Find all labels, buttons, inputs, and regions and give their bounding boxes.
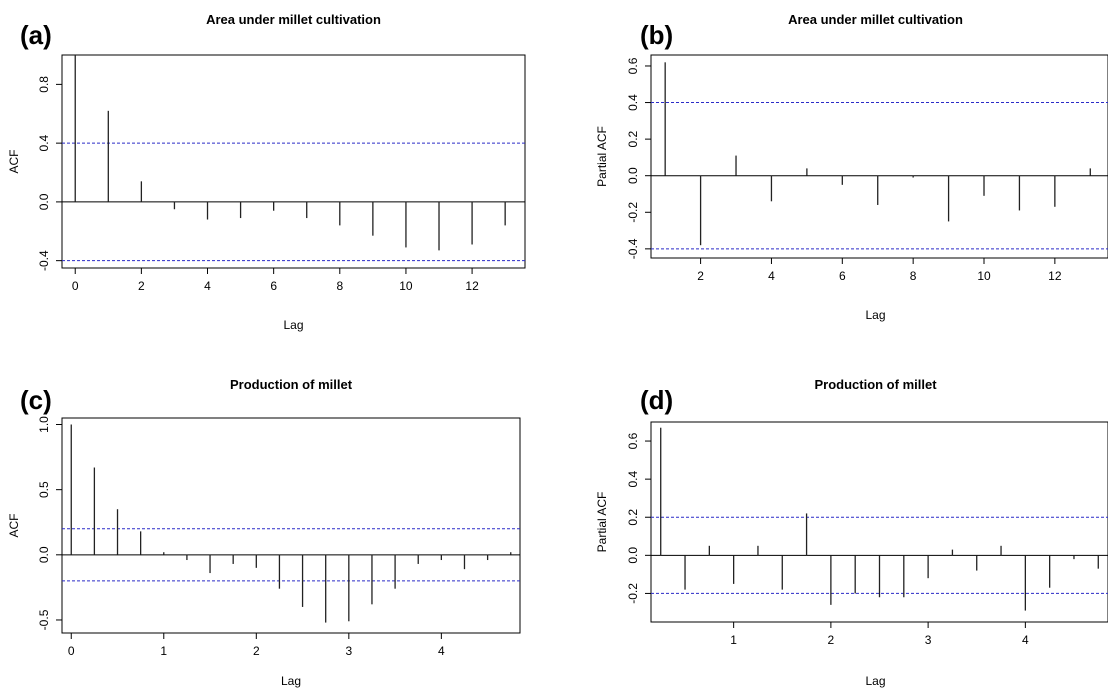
x-tick-label-b-4: 10 bbox=[977, 269, 991, 283]
y-axis-label-c: ACF bbox=[7, 514, 21, 538]
y-tick-label-a-2: 0.4 bbox=[37, 134, 51, 151]
y-axis-label-b: Partial ACF bbox=[595, 126, 609, 187]
y-tick-label-c-0: -0.5 bbox=[37, 609, 51, 630]
x-tick-label-a-3: 6 bbox=[270, 279, 277, 293]
panel-label-b: (b) bbox=[640, 20, 674, 50]
x-tick-label-c-4: 4 bbox=[438, 644, 445, 658]
y-tick-label-c-1: 0.0 bbox=[37, 546, 51, 563]
chart-title-d: Production of millet bbox=[814, 377, 937, 392]
x-tick-label-b-0: 2 bbox=[697, 269, 704, 283]
x-tick-label-b-2: 6 bbox=[839, 269, 846, 283]
x-tick-label-b-3: 8 bbox=[910, 269, 917, 283]
plot-frame-c bbox=[61, 417, 521, 634]
y-axis-label-d: Partial ACF bbox=[595, 492, 609, 553]
y-tick-label-b-2: 0.0 bbox=[626, 167, 640, 184]
x-tick-label-d-3: 4 bbox=[1022, 633, 1029, 647]
x-axis-label-b: Lag bbox=[865, 308, 885, 322]
panel-label-a: (a) bbox=[20, 20, 52, 50]
y-tick-label-c-2: 0.5 bbox=[37, 481, 51, 498]
y-tick-label-d-4: 0.6 bbox=[626, 432, 640, 449]
x-tick-label-c-0: 0 bbox=[68, 644, 75, 658]
x-tick-label-d-0: 1 bbox=[730, 633, 737, 647]
y-tick-label-d-0: -0.2 bbox=[626, 583, 640, 604]
x-tick-label-c-1: 1 bbox=[160, 644, 167, 658]
x-tick-label-d-1: 2 bbox=[828, 633, 835, 647]
y-tick-label-b-4: 0.4 bbox=[626, 94, 640, 111]
panel-label-d: (d) bbox=[640, 385, 674, 415]
y-tick-label-d-1: 0.0 bbox=[626, 547, 640, 564]
y-tick-label-a-1: 0.0 bbox=[37, 193, 51, 210]
x-tick-label-a-2: 4 bbox=[204, 279, 211, 293]
x-tick-label-b-5: 12 bbox=[1048, 269, 1062, 283]
y-tick-label-b-3: 0.2 bbox=[626, 130, 640, 147]
panel-label-c: (c) bbox=[20, 385, 52, 415]
x-tick-label-a-5: 10 bbox=[399, 279, 413, 293]
x-axis-label-c: Lag bbox=[281, 674, 301, 688]
x-tick-label-a-1: 2 bbox=[138, 279, 145, 293]
y-tick-label-a-0: -0.4 bbox=[37, 250, 51, 271]
y-tick-label-a-3: 0.8 bbox=[37, 76, 51, 93]
x-tick-label-a-6: 12 bbox=[465, 279, 479, 293]
y-tick-label-b-5: 0.6 bbox=[626, 57, 640, 74]
plot-frame-b bbox=[650, 54, 1108, 259]
y-tick-label-d-3: 0.4 bbox=[626, 470, 640, 487]
x-axis-label-d: Lag bbox=[865, 674, 885, 688]
x-tick-label-c-2: 2 bbox=[253, 644, 260, 658]
plot-frame-a bbox=[61, 54, 526, 269]
y-axis-label-a: ACF bbox=[7, 150, 21, 174]
x-tick-label-a-4: 8 bbox=[336, 279, 343, 293]
x-tick-label-d-2: 3 bbox=[925, 633, 932, 647]
y-tick-label-d-2: 0.2 bbox=[626, 509, 640, 526]
y-tick-label-c-3: 1.0 bbox=[37, 416, 51, 433]
chart-title-b: Area under millet cultivation bbox=[788, 12, 963, 27]
x-axis-label-a: Lag bbox=[283, 318, 303, 332]
x-tick-label-b-1: 4 bbox=[768, 269, 775, 283]
plot-frame-d bbox=[650, 421, 1108, 623]
x-tick-label-a-0: 0 bbox=[72, 279, 79, 293]
y-tick-label-b-0: -0.4 bbox=[626, 238, 640, 259]
x-tick-label-c-3: 3 bbox=[345, 644, 352, 658]
chart-title-c: Production of millet bbox=[230, 377, 353, 392]
chart-title-a: Area under millet cultivation bbox=[206, 12, 381, 27]
y-tick-label-b-1: -0.2 bbox=[626, 202, 640, 223]
